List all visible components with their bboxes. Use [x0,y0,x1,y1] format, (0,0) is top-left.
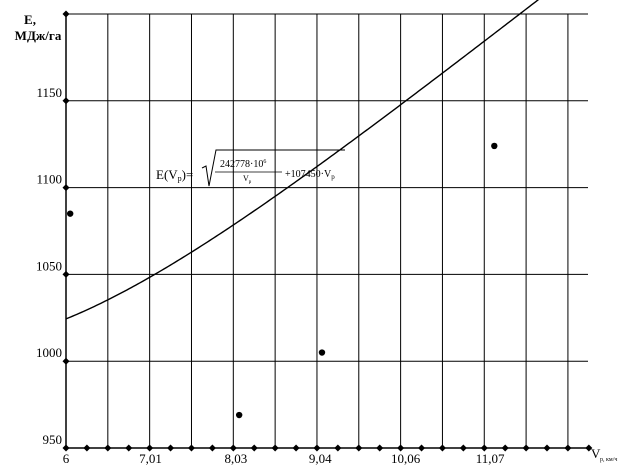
x-axis-label: V р, км/ч [591,446,617,463]
x-tick-marker [480,444,488,452]
svg-text:+107450·Vр: +107450·Vр [285,169,335,181]
grid-lines [66,13,588,448]
x-tick-marker [187,444,195,452]
x-tick-marker [292,444,300,452]
y-tick-label: 1100 [36,172,62,187]
data-point [491,142,498,150]
x-tick-marker [271,444,279,452]
y-tick-label: 1000 [36,345,62,360]
x-tick-marker [376,444,384,452]
y-tick-marker [62,97,70,105]
x-tick-marker [83,444,91,452]
data-point [235,411,243,419]
x-tick-label: 8,03 [224,451,247,466]
y-axis-label-line1: E, [24,12,36,27]
x-tick-marker [522,444,530,452]
x-tick-marker [250,444,258,452]
x-tick-marker [543,444,551,452]
svg-text:E(Vр)=: E(Vр)= [156,167,193,183]
svg-text:V: V [591,446,601,461]
svg-text:Vр: Vр [243,174,252,185]
axes [65,14,588,449]
x-tick-label: 7,01 [139,451,162,466]
fit-curve [65,0,540,320]
x-tick-marker [438,444,446,452]
tick-labels: 6 7,01 8,03 9,04 10,06 11,07 950 1000 1050 1100 11… [36,85,505,466]
x-tick-marker [334,444,342,452]
x-tick-label: 10,06 [391,451,421,466]
x-tick-marker [459,444,467,452]
x-tick-label: 11,07 [476,451,505,466]
data-point [66,210,74,217]
svg-text:р, км/ч: р, км/ч [600,457,617,463]
y-tick-marker [62,270,70,278]
x-tick-marker [355,444,363,452]
x-tick-marker [167,444,175,452]
x-tick-label: 6 [63,451,70,466]
x-tick-marker [585,444,593,452]
tick-marks [62,10,593,452]
x-tick-marker [104,444,112,452]
y-axis-label-line2: МДж/га [15,28,62,43]
y-tick-marker [62,357,70,365]
y-tick-marker [62,184,70,192]
y-tick-label: 950 [43,432,63,447]
data-point [318,349,326,356]
x-tick-marker [397,444,405,452]
x-tick-marker [501,444,509,452]
x-tick-marker [418,444,426,452]
x-tick-label: 9,04 [309,451,332,466]
x-tick-marker [564,444,572,452]
svg-text:242778·106: 242778·106 [220,159,266,170]
x-tick-marker [229,444,237,452]
y-tick-label: 1150 [36,85,62,100]
data-points [66,142,498,419]
x-tick-marker [208,444,216,452]
formula-annotation: E(Vр)= 242778·106 Vр +107450·Vр [156,149,345,187]
x-tick-marker [146,444,154,452]
x-tick-marker [313,444,321,452]
y-tick-marker [62,10,70,18]
y-tick-marker [62,444,70,452]
y-tick-label: 1050 [36,258,62,273]
x-tick-marker [125,444,133,452]
